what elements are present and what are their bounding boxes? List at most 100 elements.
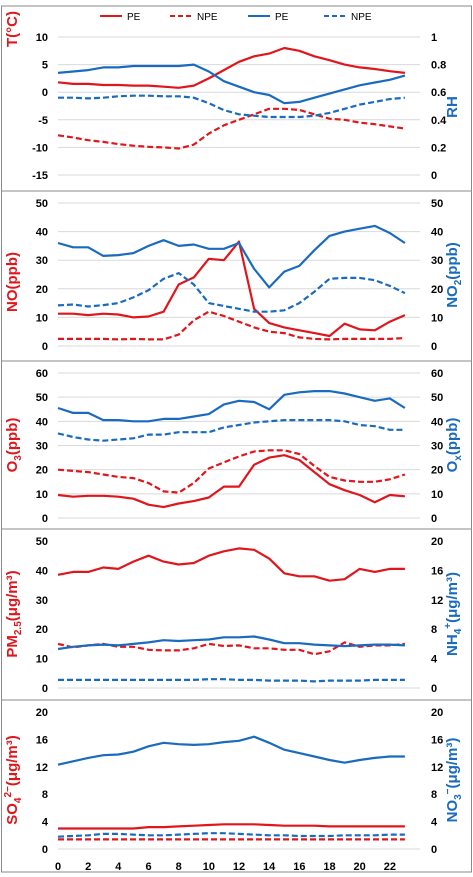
series-pe-right-solid	[57, 390, 406, 423]
x-tick-label: 0	[55, 861, 61, 873]
y-left-tick-label: 4	[42, 817, 49, 829]
y-left-tick-label: 0	[42, 341, 48, 353]
y-right-tick-label: 60	[431, 368, 443, 380]
y-right-tick-label: 16	[431, 734, 443, 746]
series-npe-right-dashed	[58, 94, 406, 119]
series-npe-left-dashed	[58, 310, 405, 341]
y-right-title: NH4+(μg/m³)	[443, 572, 464, 656]
y-left-title: SO42−(μg/m³)	[3, 735, 24, 825]
y-left-tick-label: 50	[36, 198, 48, 210]
y-right-tick-label: 12	[431, 762, 443, 774]
y-right-tick-label: 30	[431, 255, 443, 267]
y-left-title: O3(ppb)	[4, 418, 24, 473]
panel-2: 0 10 20 30 40 50 0 10 20 30 40 50 NO(ppb) NO2(ppb)	[1, 190, 472, 362]
series-npe-right-dashed	[57, 832, 405, 838]
y-left-tick-label: -15	[32, 170, 48, 182]
series-pe-left-solid	[57, 547, 405, 582]
y-left-tick-label: 16	[36, 734, 48, 746]
series-pe-left-solid	[58, 823, 405, 830]
y-right-tick-label: 12	[431, 595, 443, 607]
x-tick-label: 22	[384, 861, 396, 873]
y-left-tick-label: 50	[36, 392, 48, 404]
y-left-tick-label: 12	[36, 762, 48, 774]
panel-1: -15 -10 -5 0 5 10 0 0.2 0.4 0.6 0.8 1 T(°C) RH	[1, 5, 472, 192]
y-right-title: RH	[444, 96, 461, 118]
y-right-tick-label: 30	[431, 441, 443, 453]
series-pe-right-solid	[57, 224, 406, 289]
legend-label-1: NPE	[197, 12, 218, 23]
x-tick-label: 16	[293, 861, 305, 873]
legend-label-2: PE	[275, 12, 289, 23]
y-right-tick-label: 16	[431, 565, 443, 577]
y-right-tick-label: 1	[431, 32, 437, 44]
x-tick-label: 6	[145, 861, 151, 873]
y-left-tick-label: 20	[36, 624, 48, 636]
series-npe-left-dashed	[57, 449, 406, 494]
y-right-tick-label: 0.2	[431, 142, 446, 154]
y-right-tick-label: 0	[431, 513, 437, 525]
panel-5: 048121620048121620SO42−(μg/m³)NO3−(μg/m³…	[1, 699, 472, 873]
panel-border	[1, 699, 472, 873]
y-right-tick-label: 8	[431, 789, 437, 801]
y-left-tick-label: 10	[36, 654, 48, 666]
series-npe-left-dashed	[57, 107, 406, 150]
y-right-tick-label: 0.6	[431, 87, 446, 99]
y-left-tick-label: -10	[32, 142, 48, 154]
series-pe-left-solid	[57, 454, 405, 509]
y-left-tick-label: 10	[36, 489, 48, 501]
y-right-tick-label: 0.4	[431, 115, 447, 127]
chart-panels: -15-10-5051000.20.40.60.81T(°C)RH0102030…	[1, 5, 472, 873]
y-right-tick-label: 10	[431, 489, 443, 501]
y-right-tick-label: 0	[431, 844, 437, 856]
y-left-title: T(°C)	[4, 11, 21, 47]
y-left-tick-label: 10	[36, 32, 48, 44]
y-left-tick-label: 60	[36, 368, 48, 380]
x-tick-label: 18	[323, 861, 335, 873]
y-left-tick-label: 0	[42, 683, 48, 695]
series-pe-right-solid	[57, 63, 406, 105]
series-pe-right-solid	[57, 735, 405, 766]
y-right-tick-label: 0.8	[431, 60, 446, 72]
y-left-tick-label: 10	[36, 312, 48, 324]
series-pe-right-solid	[57, 635, 405, 651]
x-tick-label: 4	[115, 861, 122, 873]
x-tick-label: 2	[85, 861, 91, 873]
y-right-tick-label: 8	[431, 624, 437, 636]
y-left-tick-label: -5	[38, 115, 48, 127]
y-right-tick-label: 10	[431, 312, 443, 324]
legend: PE NPE PE NPE	[100, 12, 372, 23]
y-right-tick-label: 20	[431, 465, 443, 477]
y-right-title: NO3−(μg/m³)	[443, 738, 464, 823]
panel-3: 0 10 20 30 40 50 60 0 10 20 30 40 50 60 O3(ppb) Ox(ppb)	[1, 360, 472, 530]
y-left-tick-label: 5	[42, 60, 48, 72]
y-right-tick-label: 50	[431, 392, 443, 404]
y-left-tick-label: 0	[42, 844, 48, 856]
y-right-tick-label: 20	[431, 284, 443, 296]
panel-border	[1, 528, 472, 701]
series-pe-left-solid	[58, 240, 406, 338]
y-right-title: Ox(ppb)	[444, 418, 464, 473]
series-npe-right-dashed	[58, 678, 405, 683]
series-npe-right-dashed	[57, 419, 405, 442]
panel-4: 0 10 20 30 40 50 0 4 8 12 16 20 PM2.5(μg/m³) NH4+(μg/…	[1, 528, 472, 701]
y-left-tick-label: 30	[36, 441, 48, 453]
y-left-tick-label: 40	[36, 227, 48, 239]
y-left-tick-label: 30	[36, 595, 48, 607]
y-left-tick-label: 50	[36, 536, 48, 548]
x-tick-label: 14	[263, 861, 276, 873]
y-left-tick-label: 20	[36, 707, 48, 719]
y-left-tick-label: 20	[36, 284, 48, 296]
y-right-tick-label: 50	[431, 198, 443, 210]
y-left-tick-label: 40	[36, 565, 48, 577]
y-right-tick-label: 0	[431, 341, 437, 353]
y-right-tick-label: 20	[431, 536, 443, 548]
y-left-title: NO(ppb)	[4, 252, 21, 312]
legend-label-0: PE	[127, 12, 141, 23]
y-right-tick-label: 20	[431, 707, 443, 719]
y-left-title: PM2.5(μg/m³)	[4, 570, 24, 657]
y-right-tick-label: 40	[431, 227, 443, 239]
series-pe-left-solid	[57, 46, 406, 89]
x-tick-label: 8	[176, 861, 182, 873]
y-right-tick-label: 40	[431, 416, 443, 428]
y-right-title: NO2(ppb)	[444, 242, 464, 308]
